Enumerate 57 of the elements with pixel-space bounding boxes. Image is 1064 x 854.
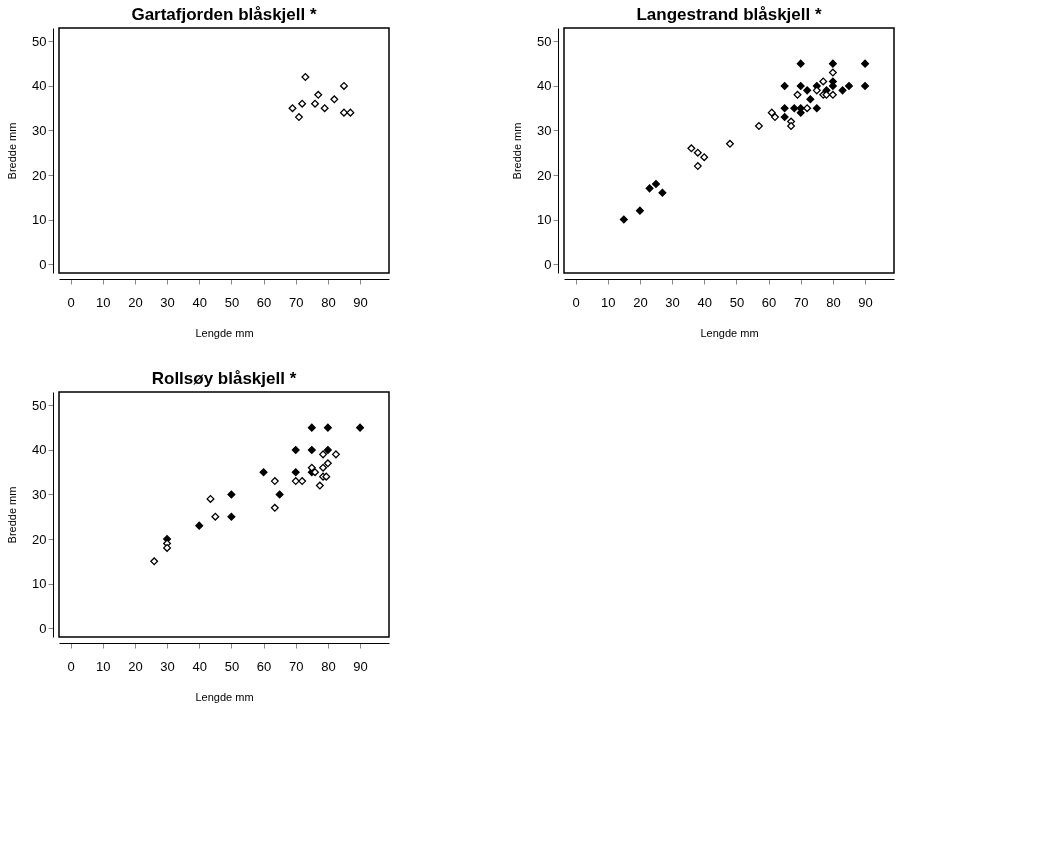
y-tick-label: 0 [544,256,552,272]
y-tick-label: 20 [537,167,552,183]
x-tick-label: 90 [353,294,368,310]
x-tick-label: 20 [128,294,143,310]
y-tick-label: 0 [39,620,47,636]
x-tick-label: 60 [256,294,272,310]
y-tick-label: 50 [32,397,47,413]
x-tick-label: 90 [353,658,368,674]
x-tick-label: 40 [697,294,712,310]
y-tick-label: 30 [537,122,552,138]
x-tick-label: 60 [761,294,777,310]
x-tick-label: 20 [633,294,648,310]
x-tick-label: 30 [160,294,175,310]
y-axis-title: Bredde mm [6,486,19,544]
x-axis-title: Lengde mm [700,326,759,339]
y-tick-label: 10 [32,576,47,592]
x-axis-title: Lengde mm [195,690,254,703]
y-tick-label: 20 [32,167,47,183]
y-axis-title: Bredde mm [511,122,524,180]
x-tick-label: 10 [96,294,111,310]
y-tick-label: 40 [32,442,47,458]
x-tick-label: 40 [192,658,207,674]
x-tick-label: 20 [128,658,143,674]
x-tick-label: 70 [793,294,809,310]
y-tick-label: 20 [32,531,47,547]
x-tick-label: 10 [96,658,111,674]
x-tick-label: 30 [160,658,175,674]
chart-title: Gartafjorden blåskjell * [131,5,317,24]
y-tick-label: 30 [32,486,47,502]
x-tick-label: 40 [192,294,207,310]
x-axis-title: Lengde mm [195,326,254,339]
x-tick-label: 50 [729,294,745,310]
x-tick-label: 80 [321,658,336,674]
x-tick-label: 50 [224,294,240,310]
y-tick-label: 10 [32,212,47,228]
y-tick-label: 10 [537,212,552,228]
x-tick-label: 60 [256,658,272,674]
y-tick-label: 40 [32,78,47,94]
y-tick-label: 30 [32,122,47,138]
y-tick-label: 0 [39,256,47,272]
y-tick-label: 40 [537,78,552,94]
x-tick-label: 30 [665,294,680,310]
y-tick-label: 50 [32,33,47,49]
x-tick-label: 0 [67,294,75,310]
x-tick-label: 70 [288,294,304,310]
chart-title: Langestrand blåskjell * [636,5,822,24]
x-tick-label: 70 [288,658,304,674]
x-tick-label: 80 [826,294,841,310]
y-axis-title: Bredde mm [6,122,19,180]
chart-title: Rollsøy blåskjell * [151,369,297,388]
x-tick-label: 90 [858,294,873,310]
y-tick-label: 50 [537,33,552,49]
x-tick-label: 10 [601,294,616,310]
x-tick-label: 80 [321,294,336,310]
x-tick-label: 0 [67,658,75,674]
x-tick-label: 0 [572,294,580,310]
x-tick-label: 50 [224,658,240,674]
